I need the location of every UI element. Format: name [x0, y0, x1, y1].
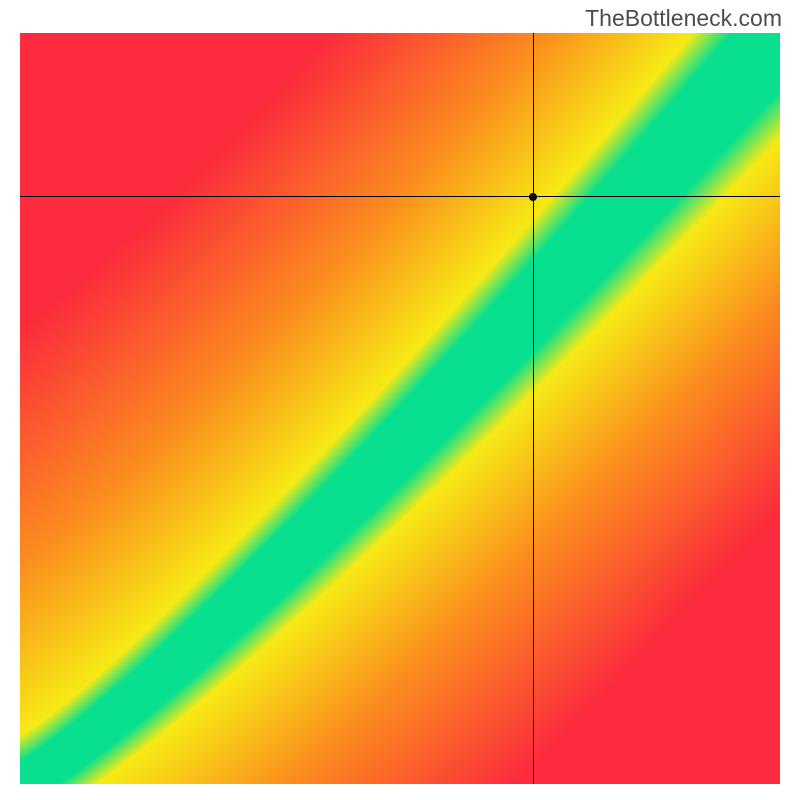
bottleneck-heatmap [20, 33, 780, 784]
crosshair-vertical [533, 33, 534, 784]
crosshair-horizontal [20, 196, 780, 197]
crosshair-marker [529, 193, 537, 201]
chart-container: TheBottleneck.com [0, 0, 800, 800]
watermark-text: TheBottleneck.com [585, 5, 782, 32]
